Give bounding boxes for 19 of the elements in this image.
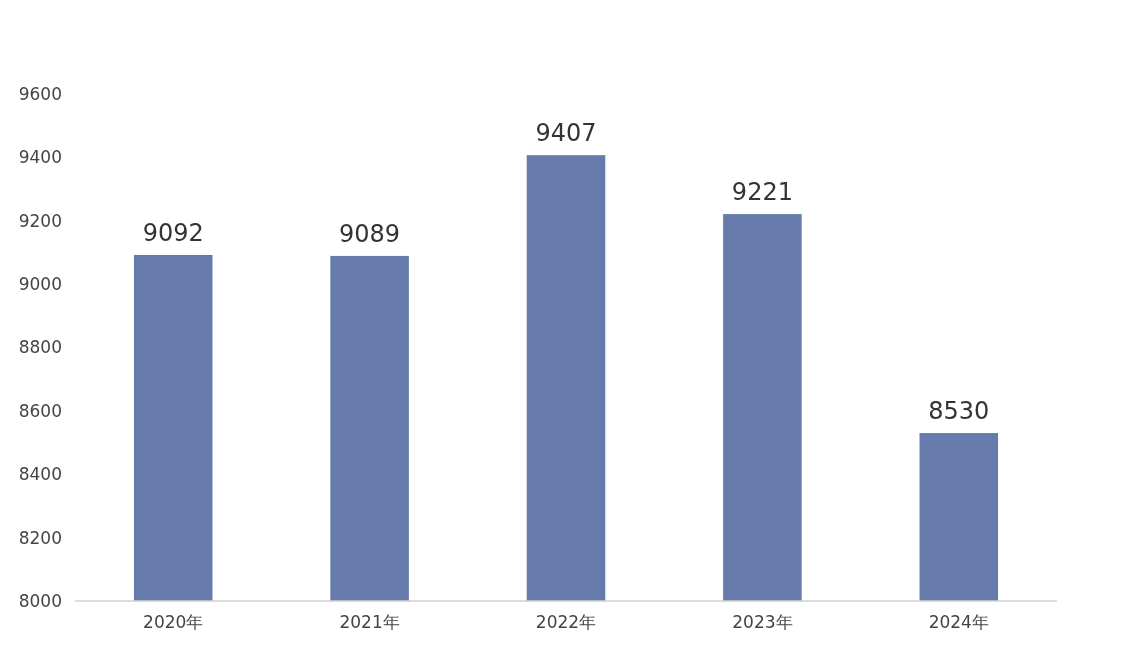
y-tick-label: 8600 xyxy=(18,400,62,421)
y-tick-label: 8400 xyxy=(18,464,62,485)
x-tick-label: 2020年 xyxy=(143,612,204,632)
y-tick-label: 9400 xyxy=(18,147,62,168)
data-label: 9221 xyxy=(731,178,793,207)
data-label: 9092 xyxy=(142,218,204,247)
y-tick-label: 9600 xyxy=(18,83,62,104)
data-label: 9407 xyxy=(535,119,597,148)
x-tick-label: 2023年 xyxy=(732,612,793,632)
x-tick-label: 2024年 xyxy=(928,612,989,632)
data-label: 8530 xyxy=(928,397,990,426)
y-tick-label: 8800 xyxy=(18,337,62,358)
x-tick-label: 2022年 xyxy=(535,612,597,632)
y-tick-label: 8200 xyxy=(18,527,62,548)
y-tick-label: 9200 xyxy=(18,210,62,231)
y-tick-label: 9000 xyxy=(18,274,62,295)
data-label: 9089 xyxy=(339,219,401,248)
x-tick-label: 2021年 xyxy=(339,612,400,632)
y-tick-label: 8000 xyxy=(18,590,62,611)
